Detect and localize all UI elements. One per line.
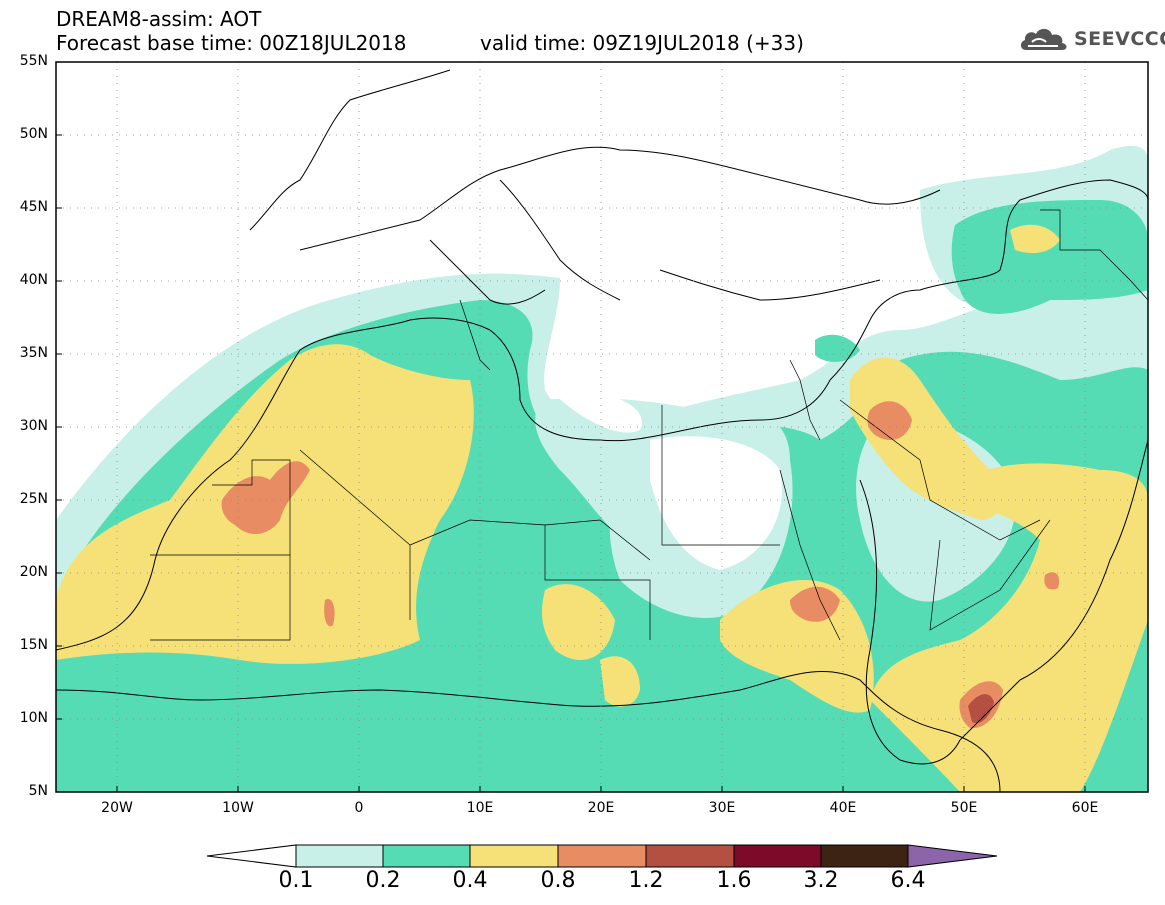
product-title: DREAM8-assim: AOT	[56, 7, 262, 31]
colorbar-bin-6	[733, 844, 822, 868]
lat-label: 20N	[19, 564, 48, 580]
aot-contour-0.4-sudan	[720, 580, 874, 713]
graticule	[56, 62, 1148, 792]
lat-label: 30N	[19, 418, 48, 434]
cloud-icon	[1020, 28, 1067, 50]
lon-label: 50E	[950, 800, 978, 816]
colorbar-bin-2	[382, 844, 471, 868]
colorbar-label: 0.4	[452, 868, 488, 893]
lon-label: 20E	[587, 800, 615, 816]
colorbar-bin-1	[295, 844, 384, 868]
colorbar-label: 1.2	[628, 868, 664, 893]
aot-contour-0.4-sahel	[600, 656, 640, 707]
lat-label: 25N	[19, 491, 48, 507]
aot-contour-0.2-caspian	[951, 200, 1148, 314]
colorbar-label: 3.2	[803, 868, 839, 893]
clear-egypt	[650, 436, 782, 570]
colorbar-label: 0.1	[278, 868, 314, 893]
colorbar-label: 1.6	[716, 868, 752, 893]
lat-label: 55N	[19, 53, 48, 69]
colorbar-bin-3	[469, 844, 559, 868]
aot-contour-0.2-levant	[815, 334, 860, 362]
colorbar-low-arrow	[206, 844, 297, 868]
colorbar-bin-5	[645, 844, 735, 868]
coastlines	[56, 69, 1148, 792]
aot-contour-0.4-chad	[542, 584, 615, 660]
lon-label: 10E	[466, 800, 494, 816]
lon-label: 60E	[1071, 800, 1099, 816]
valid-time: valid time: 09Z19JUL2018 (+33)	[480, 31, 804, 55]
seevccc-logo: SEEVCCC	[1018, 24, 1165, 54]
lon-label: 0	[354, 800, 364, 816]
lat-label: 50N	[19, 126, 48, 142]
colorbar-label: 0.2	[365, 868, 401, 893]
lat-label: 40N	[19, 272, 48, 288]
forecast-base-time: Forecast base time: 00Z18JUL2018	[56, 31, 407, 55]
aot-contour-0.8-iraq	[867, 401, 912, 440]
lat-label: 15N	[19, 637, 48, 653]
lon-label: 20W	[101, 800, 133, 816]
colorbar	[206, 844, 998, 868]
colorbar-label: 0.8	[540, 868, 576, 893]
aot-field	[56, 145, 1148, 792]
lon-label: 30E	[708, 800, 736, 816]
lat-label: 45N	[19, 199, 48, 215]
aot-contour-0.8-oman	[1044, 572, 1060, 590]
colorbar-bin-7	[820, 844, 909, 868]
aot-contour-0.8-mali	[324, 599, 335, 627]
aot-contour-0.4-arabia-south	[870, 463, 1148, 792]
axis-ticks	[56, 61, 1086, 792]
aot-contour-0.8-sudan	[790, 586, 840, 622]
lon-label: 40E	[829, 800, 857, 816]
lat-label: 35N	[19, 345, 48, 361]
logo-text: SEEVCCC	[1074, 28, 1165, 50]
aot-contour-0.8-mauritania	[221, 461, 310, 535]
colorbar-label: 6.4	[890, 868, 926, 893]
lat-label: 5N	[28, 783, 48, 799]
clear-libya	[550, 390, 642, 433]
lat-label: 10N	[19, 710, 48, 726]
lon-label: 10W	[222, 800, 254, 816]
aot-contour-0.4-caspian	[1010, 224, 1060, 253]
aot-contour-1.2-yemen	[968, 694, 994, 724]
country-borders	[150, 209, 1148, 641]
colorbar-high-arrow	[907, 844, 998, 868]
colorbar-bin-4	[557, 844, 647, 868]
